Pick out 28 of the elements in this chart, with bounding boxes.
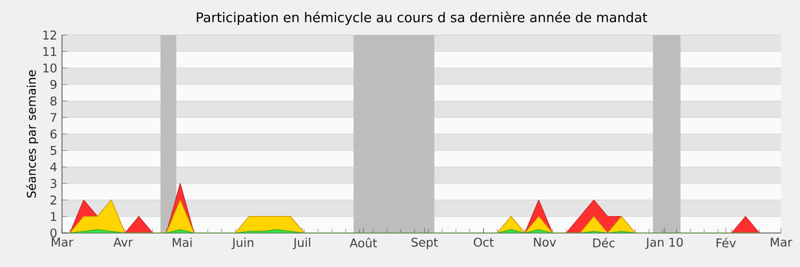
x-tick-label: Nov [534,238,556,247]
y-tick-label: 9 [50,80,56,90]
y-axis-title: Séances par semaine [26,70,38,198]
y-tick-label: 1 [50,212,56,221]
x-tick-label: Mar [52,238,74,247]
y-tick-label: 11 [43,47,56,56]
chart-title: Participation en hémicycle au cours d sa dernière année de mandat [196,12,648,25]
y-tick-label: 10 [43,63,57,73]
y-tick-label: 6 [50,129,57,139]
y-tick-label: 12 [43,30,56,40]
y-tick-label: 3 [50,178,56,188]
x-tick-label: Fév [716,238,736,248]
x-tick-label: Déc [593,238,615,248]
x-tick-label: Sept [412,238,438,250]
x-tick-label: Juil [292,238,310,250]
x-tick-label: Août [350,238,377,248]
y-tick-label: 2 [50,196,56,204]
y-tick-label: 5 [50,146,56,155]
y-tick-label: 7 [50,113,56,122]
y-tick-label: 8 [50,96,56,106]
y-tick-label: 4 [50,162,57,172]
x-tick-label: Mai [172,238,192,247]
x-tick-label: Juin [232,238,254,250]
y-tick-label: 0 [50,228,57,238]
x-tick-label: Jan 10 [645,238,683,250]
x-tick-label: Avr [113,238,133,246]
x-tick-label: Oct [474,238,494,247]
x-tick-label: Mar [770,238,792,247]
